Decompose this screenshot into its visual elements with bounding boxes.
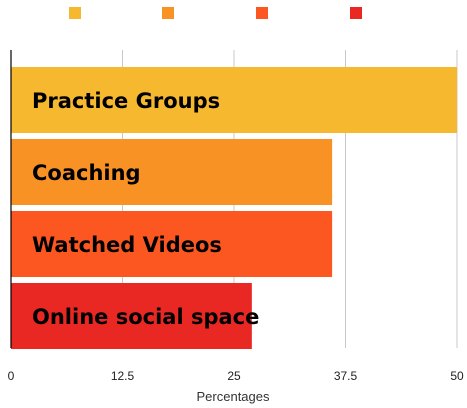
x-tick-label: 50 xyxy=(450,369,464,383)
bars: Practice Groups Coaching Watched Videos Onl… xyxy=(11,67,457,349)
bar xyxy=(11,283,252,349)
x-tick-label: 0 xyxy=(8,369,15,383)
bar xyxy=(11,139,333,205)
legend-swatch xyxy=(256,7,268,19)
x-tick-label: 37.5 xyxy=(334,369,358,383)
bar-label: Coaching xyxy=(32,161,141,185)
bar xyxy=(11,211,333,277)
x-tick-label: 25 xyxy=(227,369,241,383)
bar xyxy=(11,67,457,133)
x-axis-title: Percentages xyxy=(197,389,270,404)
bar-label: Watched Videos xyxy=(32,233,222,257)
legend-swatch xyxy=(162,7,174,19)
legend-swatch xyxy=(350,7,362,19)
legend xyxy=(69,7,362,19)
x-tick-label: 12.5 xyxy=(111,369,135,383)
bar-label: Practice Groups xyxy=(32,89,220,113)
legend-swatch xyxy=(69,7,81,19)
bar-label: Online social space xyxy=(32,305,259,329)
x-axis-ticks: 0 12.5 25 37.5 50 xyxy=(8,369,464,383)
